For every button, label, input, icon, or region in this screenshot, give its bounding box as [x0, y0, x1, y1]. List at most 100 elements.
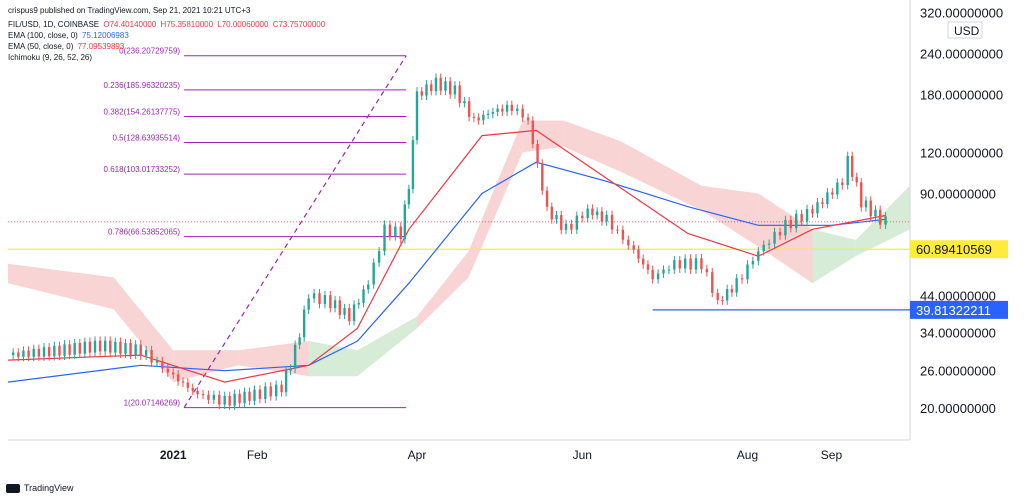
candle-body — [826, 192, 829, 205]
candle-body — [109, 340, 112, 353]
candle-body — [150, 350, 153, 363]
candle-body — [730, 288, 734, 293]
candle-body — [621, 229, 625, 240]
candle-body — [191, 387, 194, 391]
ichimoku-cloud-segment — [468, 120, 523, 278]
candle-body — [172, 372, 175, 375]
candle-body — [212, 394, 216, 400]
candle-body — [673, 260, 676, 270]
candle-body — [407, 188, 411, 205]
x-tick-label: Aug — [737, 448, 758, 462]
candle-body — [53, 345, 56, 357]
candle-body — [805, 209, 809, 222]
ohlc-high: H75.35810000 — [160, 20, 214, 29]
ema50-legend[interactable]: EMA (50, close, 0) 77.09539893 — [8, 42, 126, 52]
candle-body — [560, 215, 563, 230]
candle-body — [383, 224, 386, 252]
candle-body — [610, 214, 614, 230]
candle-body — [879, 209, 882, 225]
candle-body — [700, 258, 703, 270]
candle-body — [711, 272, 714, 293]
fib-level-label: 0.618(103.01733252) — [104, 165, 181, 174]
candle-body — [430, 84, 433, 92]
candle-body — [274, 384, 278, 397]
candle-body — [93, 340, 97, 353]
candle-body — [531, 120, 535, 144]
y-tick-label: 34.00000000 — [920, 325, 996, 340]
ichimoku-legend[interactable]: Ichimoku (9, 26, 52, 26) — [8, 53, 94, 63]
ema50-value: 77.09539893 — [77, 42, 125, 51]
candle-body — [595, 211, 599, 216]
ichimoku-cloud-segment — [8, 263, 114, 310]
candle-body — [58, 345, 61, 356]
candle-body — [816, 202, 819, 214]
candle-body — [800, 213, 803, 222]
tradingview-logo[interactable]: TradingView — [6, 483, 74, 493]
candle-body — [472, 116, 476, 118]
candle-body — [789, 219, 793, 229]
candle-body — [778, 231, 782, 236]
symbol-name: FIL/USD, 1D, COINBASE — [8, 20, 100, 29]
candle-body — [570, 223, 573, 230]
candle-body — [37, 348, 41, 357]
currency-label: USD — [954, 24, 980, 38]
candle-body — [735, 278, 738, 293]
candle-body — [836, 182, 839, 195]
candle-body — [694, 258, 698, 270]
y-tick-label: 120.00000000 — [920, 145, 1003, 160]
candle-body — [343, 308, 346, 315]
price-label-blue — [910, 300, 1008, 319]
candle-body — [740, 278, 744, 280]
candle-body — [144, 350, 148, 356]
ichimoku-cloud-segment — [701, 185, 759, 247]
price-label-blue-text: 39.81322211 — [916, 303, 991, 318]
candle-body — [307, 298, 310, 310]
candle-body — [526, 117, 530, 121]
candle-body — [399, 226, 402, 240]
candle-body — [253, 389, 256, 401]
candle-body — [762, 244, 765, 252]
candle-body — [463, 101, 466, 104]
candle-body — [453, 85, 457, 95]
ichimoku-cloud-segment — [238, 341, 309, 377]
candle-body — [348, 308, 351, 322]
tradingview-icon — [6, 483, 20, 493]
ichimoku-cloud-segment — [522, 120, 564, 153]
ema100-legend[interactable]: EMA (100, close, 0) 75.12006983 — [8, 31, 131, 41]
candle-body — [284, 370, 288, 393]
candle-body — [874, 209, 877, 217]
candle-body — [586, 208, 589, 219]
fib-level-label: 0.786(66.53852065) — [108, 228, 180, 237]
candle-body — [302, 309, 306, 338]
candle-body — [323, 295, 327, 304]
candle-body — [134, 344, 137, 355]
candle-body — [333, 300, 337, 309]
candle-body — [367, 284, 370, 290]
candle-body — [841, 182, 844, 186]
publisher-line: crispus9 published on TradingView.com, S… — [8, 6, 252, 16]
candle-body — [864, 200, 868, 208]
candle-body — [575, 215, 579, 230]
x-tick-label: Sep — [821, 448, 843, 462]
candle-body — [248, 391, 251, 401]
ichimoku-cloud-segment — [113, 277, 174, 383]
candle-body — [545, 190, 549, 207]
candle-body — [482, 114, 485, 121]
candle-body — [388, 224, 392, 237]
candle-body — [496, 108, 499, 112]
candle-body — [362, 289, 365, 303]
x-tick-label: 2021 — [160, 448, 187, 462]
candle-body — [357, 302, 360, 305]
candle-body — [581, 215, 584, 219]
ichimoku-cloud-segment — [812, 229, 856, 284]
candle-body — [505, 104, 509, 112]
candle-body — [831, 192, 834, 195]
y-tick-label: 240.00000000 — [920, 46, 1003, 61]
candle-body — [591, 208, 594, 216]
candle-body — [98, 340, 102, 352]
candle-body — [83, 341, 87, 354]
candle-body — [486, 113, 490, 115]
candle-body — [176, 374, 180, 382]
candle-body — [646, 264, 650, 270]
